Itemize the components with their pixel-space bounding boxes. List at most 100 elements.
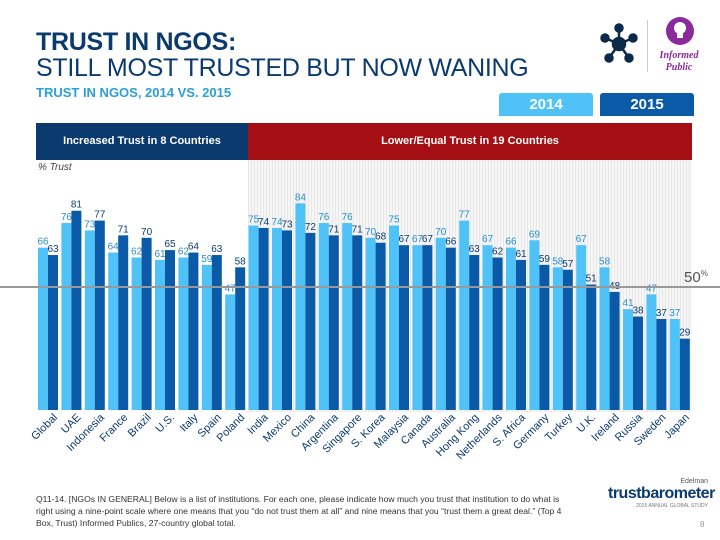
data-label-2014: 67 xyxy=(412,234,424,245)
bar-2015 xyxy=(469,255,480,410)
edelman-trust-barometer-logo: Edelman trustbarometer 2015 ANNUAL GLOBA… xyxy=(608,478,715,509)
bar-2015 xyxy=(633,316,643,410)
data-label-2014: 64 xyxy=(108,242,120,253)
bar-2014 xyxy=(342,223,353,410)
data-label-2015: 57 xyxy=(562,259,574,270)
bar-2015 xyxy=(165,250,175,410)
bar-2014 xyxy=(435,237,446,410)
data-label-2014: 66 xyxy=(505,237,517,248)
data-label-2015: 68 xyxy=(375,232,387,243)
brand-sub: 2015 ANNUAL GLOBAL STUDY xyxy=(636,503,708,509)
bar-2015 xyxy=(282,230,292,410)
bar-chart: 6663Global7681UAE7377Indonesia6471France… xyxy=(0,192,720,462)
bar-2015 xyxy=(399,245,409,410)
data-label-2014: 66 xyxy=(37,237,49,248)
data-label-2014: 75 xyxy=(388,215,400,226)
data-label-2014: 84 xyxy=(295,192,307,203)
bar-2014 xyxy=(365,237,376,410)
lightbulb-icon xyxy=(666,17,694,45)
badge-line1: Informed xyxy=(659,50,699,61)
data-label-2015: 65 xyxy=(164,239,176,250)
data-label-2015: 63 xyxy=(211,244,223,255)
bar-2015 xyxy=(258,227,269,410)
bar-2014 xyxy=(225,294,236,410)
data-label-2014: 58 xyxy=(552,256,564,267)
bar-2014 xyxy=(389,225,399,410)
reference-line-label: 50% xyxy=(684,269,708,286)
bar-2015 xyxy=(94,220,105,410)
data-label-2014: 69 xyxy=(529,229,541,240)
bar-2015 xyxy=(118,235,129,410)
data-label-2015: 71 xyxy=(118,224,130,235)
bar-2015 xyxy=(445,247,456,410)
data-label-2014: 62 xyxy=(131,246,143,257)
data-label-2015: 67 xyxy=(398,234,410,245)
data-label-2014: 37 xyxy=(669,308,681,319)
bar-2015 xyxy=(141,237,152,410)
data-label-2014: 75 xyxy=(248,215,260,226)
data-label-2014: 41 xyxy=(622,298,634,309)
footnote: Q11-14. [NGOs IN GENERAL] Below is a lis… xyxy=(36,494,562,528)
legend-2015: 2015 xyxy=(600,93,694,116)
x-tick-label: Japan xyxy=(662,412,692,442)
bar-2014 xyxy=(459,220,470,410)
bar-2015 xyxy=(235,267,246,410)
data-label-2014: 67 xyxy=(482,234,494,245)
bar-2014 xyxy=(295,203,306,410)
legend-2014: 2014 xyxy=(499,93,593,116)
data-label-2015: 62 xyxy=(492,246,504,257)
bar-2015 xyxy=(492,257,503,410)
brand-top: Edelman xyxy=(680,478,708,485)
data-label-2015: 38 xyxy=(632,306,644,317)
informed-public-badge: Informed Public xyxy=(650,50,708,74)
data-label-2014: 74 xyxy=(271,217,283,228)
y-axis-label: % Trust xyxy=(38,162,72,173)
bar-2014 xyxy=(482,245,493,410)
data-label-2015: 67 xyxy=(422,234,434,245)
data-label-2015: 63 xyxy=(469,244,481,255)
bar-2014 xyxy=(552,267,563,410)
bar-2014 xyxy=(506,247,516,410)
bar-2014 xyxy=(131,257,142,410)
data-label-2015: 58 xyxy=(235,256,247,267)
data-label-2014: 47 xyxy=(646,283,658,294)
bar-2014 xyxy=(248,225,259,410)
bar-2014 xyxy=(646,294,657,410)
bar-2014 xyxy=(178,257,189,410)
bar-2015 xyxy=(539,264,550,410)
data-label-2014: 70 xyxy=(435,227,447,238)
bar-2015 xyxy=(328,235,339,410)
bar-2014 xyxy=(272,227,282,410)
x-tick-label: Brazil xyxy=(126,412,154,440)
bar-2015 xyxy=(352,235,363,410)
bar-2015 xyxy=(422,245,433,410)
bar-2015 xyxy=(609,291,620,410)
data-label-2015: 63 xyxy=(47,244,59,255)
bar-2015 xyxy=(375,242,386,410)
data-label-2015: 71 xyxy=(328,224,340,235)
bar-2015 xyxy=(305,232,316,410)
data-label-2015: 73 xyxy=(281,219,293,230)
data-label-2015: 29 xyxy=(679,328,691,339)
bar-2014 xyxy=(599,267,610,410)
data-label-2015: 66 xyxy=(445,237,457,248)
bar-2014 xyxy=(669,318,680,410)
data-label-2015: 77 xyxy=(94,210,106,221)
title-line2: STILL MOST TRUSTED BUT NOW WANING xyxy=(36,54,529,82)
data-label-2015: 81 xyxy=(71,200,83,211)
data-label-2015: 37 xyxy=(656,308,668,319)
data-label-2015: 64 xyxy=(188,242,200,253)
x-tick-label: Global xyxy=(29,412,60,443)
bar-2015 xyxy=(48,255,58,410)
data-label-2014: 76 xyxy=(342,212,354,223)
data-label-2015: 74 xyxy=(258,217,270,228)
bar-2015 xyxy=(188,252,199,410)
bar-2015 xyxy=(71,210,82,410)
bar-2014 xyxy=(155,259,165,410)
brand-main: trustbarometer xyxy=(608,485,715,502)
title-line1: TRUST IN NGOS: xyxy=(36,28,236,56)
divider xyxy=(647,20,648,72)
bar-2015 xyxy=(562,269,573,410)
bar-2014 xyxy=(84,230,95,410)
bar-2014 xyxy=(576,245,587,410)
